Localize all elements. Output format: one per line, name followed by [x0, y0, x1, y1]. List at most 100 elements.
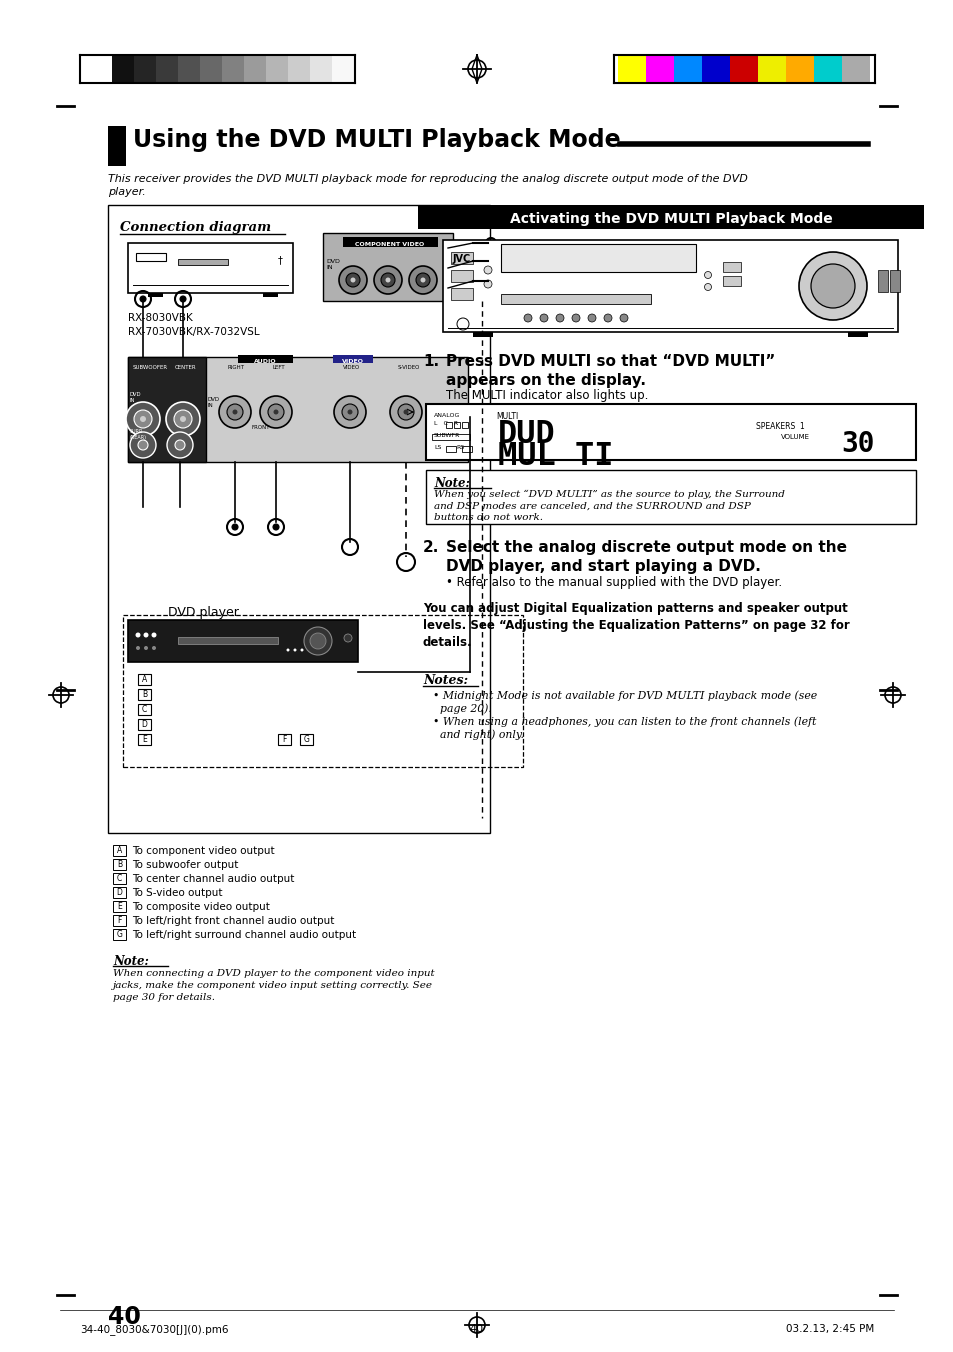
Bar — [500, 243, 696, 272]
Text: A: A — [117, 846, 122, 854]
Circle shape — [260, 396, 292, 429]
Circle shape — [140, 416, 146, 422]
Text: To S-video output: To S-video output — [132, 887, 222, 898]
Circle shape — [483, 266, 492, 274]
Bar — [701, 55, 729, 82]
Bar — [112, 55, 133, 82]
Circle shape — [140, 296, 146, 301]
Bar — [288, 55, 310, 82]
Circle shape — [346, 273, 359, 287]
Text: C: C — [117, 873, 122, 883]
Bar — [442, 241, 897, 333]
Bar — [112, 887, 126, 898]
Text: VIDEO: VIDEO — [341, 360, 364, 364]
Text: CENTER: CENTER — [174, 365, 196, 370]
Bar — [138, 704, 151, 715]
Text: To composite video output: To composite video output — [132, 902, 270, 911]
Text: JVC: JVC — [453, 254, 471, 264]
Circle shape — [420, 277, 425, 283]
Circle shape — [294, 649, 296, 652]
Text: Using the DVD MULTI Playback Mode: Using the DVD MULTI Playback Mode — [132, 128, 620, 151]
Circle shape — [390, 396, 421, 429]
Bar — [123, 615, 522, 767]
Text: VIDEO: VIDEO — [343, 365, 360, 370]
Bar — [618, 55, 645, 82]
Bar — [473, 333, 493, 337]
Text: SUBWFR: SUBWFR — [434, 433, 460, 438]
Circle shape — [374, 266, 401, 293]
Text: RX-8030VBK
RX-7030VBK/RX-7032VSL: RX-8030VBK RX-7030VBK/RX-7032VSL — [128, 314, 259, 337]
Circle shape — [416, 273, 430, 287]
Text: 34-40_8030&7030[J](0).pm6: 34-40_8030&7030[J](0).pm6 — [80, 1324, 229, 1334]
Text: 2.: 2. — [422, 539, 439, 556]
Circle shape — [539, 314, 547, 322]
Bar — [451, 270, 473, 283]
Bar — [112, 929, 126, 940]
Bar — [426, 404, 915, 460]
Text: 1.: 1. — [422, 354, 438, 369]
Circle shape — [810, 264, 854, 308]
Bar — [847, 333, 867, 337]
Bar — [645, 55, 673, 82]
Bar — [156, 55, 178, 82]
Bar — [426, 470, 915, 525]
Text: SUBWOOFER: SUBWOOFER — [132, 365, 168, 370]
Bar — [136, 253, 166, 261]
Text: †: † — [277, 256, 283, 265]
Bar — [446, 446, 456, 452]
Bar — [299, 734, 313, 745]
Text: SPEAKERS  1: SPEAKERS 1 — [755, 422, 804, 431]
Text: This receiver provides the DVD MULTI playback mode for reproducing the analog di: This receiver provides the DVD MULTI pla… — [108, 174, 747, 197]
Bar — [128, 243, 293, 293]
Text: B: B — [142, 690, 147, 699]
Bar — [722, 262, 740, 272]
Bar — [266, 55, 288, 82]
Text: To left/right front channel audio output: To left/right front channel audio output — [132, 915, 334, 926]
Circle shape — [483, 280, 492, 288]
Circle shape — [232, 525, 237, 530]
Circle shape — [300, 649, 303, 652]
Bar — [332, 55, 354, 82]
Text: To component video output: To component video output — [132, 845, 274, 856]
Text: Connection diagram: Connection diagram — [120, 220, 271, 234]
Circle shape — [380, 273, 395, 287]
Circle shape — [310, 633, 326, 649]
Bar — [417, 206, 923, 228]
Circle shape — [152, 633, 156, 638]
Circle shape — [286, 649, 289, 652]
Text: Press DVD MULTI so that “DVD MULTI”
appears on the display.: Press DVD MULTI so that “DVD MULTI” appe… — [446, 354, 775, 388]
Bar — [889, 270, 899, 292]
Text: RIGHT: RIGHT — [228, 365, 245, 370]
Text: When you select “DVD MULTI” as the source to play, the Surround
and DSP modes ar: When you select “DVD MULTI” as the sourc… — [434, 489, 784, 522]
Bar — [722, 276, 740, 287]
Bar — [673, 55, 701, 82]
Circle shape — [304, 627, 332, 654]
Bar — [112, 859, 126, 869]
Bar — [138, 675, 151, 685]
Text: When connecting a DVD player to the component video input
jacks, make the compon: When connecting a DVD player to the comp… — [112, 969, 435, 1002]
Text: S-VIDEO: S-VIDEO — [397, 365, 420, 370]
Bar — [178, 260, 228, 265]
Bar — [178, 55, 200, 82]
Circle shape — [136, 646, 140, 650]
Text: RS: RS — [456, 445, 464, 450]
Bar — [128, 621, 357, 662]
Text: FRONT: FRONT — [252, 425, 270, 430]
Text: Activating the DVD MULTI Playback Mode: Activating the DVD MULTI Playback Mode — [509, 212, 832, 226]
Bar — [133, 55, 156, 82]
Text: 30: 30 — [841, 430, 874, 458]
Circle shape — [338, 266, 367, 293]
Circle shape — [174, 439, 185, 450]
Text: G: G — [303, 735, 309, 744]
Circle shape — [456, 318, 469, 330]
Circle shape — [126, 402, 160, 435]
Bar — [178, 637, 277, 644]
Bar — [841, 55, 869, 82]
Circle shape — [572, 314, 579, 322]
Bar — [138, 734, 151, 745]
Bar — [200, 55, 222, 82]
Text: SURR
(REAR): SURR (REAR) — [130, 429, 147, 439]
Text: AUDIO: AUDIO — [253, 360, 276, 364]
Bar — [277, 734, 291, 745]
Circle shape — [523, 314, 532, 322]
